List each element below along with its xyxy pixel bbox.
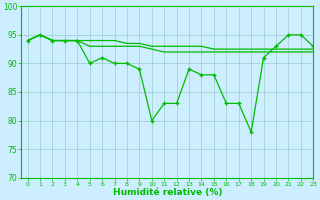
X-axis label: Humidité relative (%): Humidité relative (%) [113,188,222,197]
